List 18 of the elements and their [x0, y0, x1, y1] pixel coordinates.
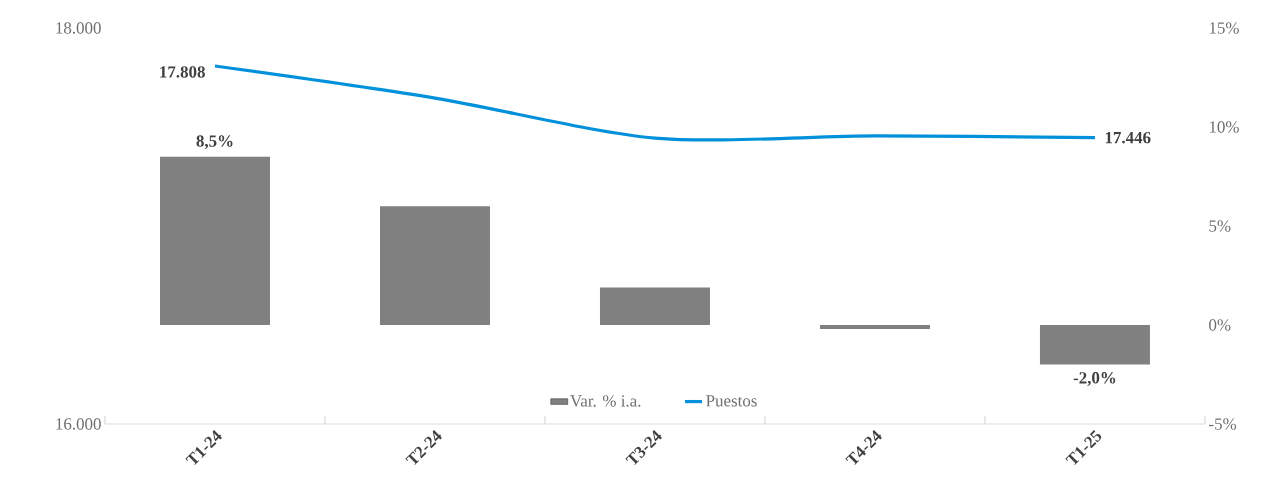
y2-tick-label: 5% — [1209, 220, 1231, 232]
bar — [599, 287, 710, 325]
bar — [379, 206, 490, 325]
legend-label: Puestos — [706, 395, 757, 407]
data-label: 17.446 — [1105, 131, 1151, 144]
y-tick-label: 18.000 — [56, 22, 101, 34]
data-label: -2,0% — [1073, 372, 1116, 387]
data-label: 17.808 — [160, 66, 205, 78]
legend-label: Var. % i.a. — [570, 395, 641, 407]
y2-tick-label: 0% — [1209, 319, 1231, 331]
y-tick-label: 16.000 — [56, 418, 101, 430]
bar — [160, 156, 270, 325]
bar — [1039, 325, 1150, 365]
y2-tick-label: -5% — [1209, 418, 1237, 430]
y2-tick-label: 10% — [1209, 121, 1239, 133]
bar — [819, 325, 930, 329]
data-label: 8,5% — [196, 135, 233, 150]
y2-tick-label: 15% — [1209, 22, 1239, 34]
